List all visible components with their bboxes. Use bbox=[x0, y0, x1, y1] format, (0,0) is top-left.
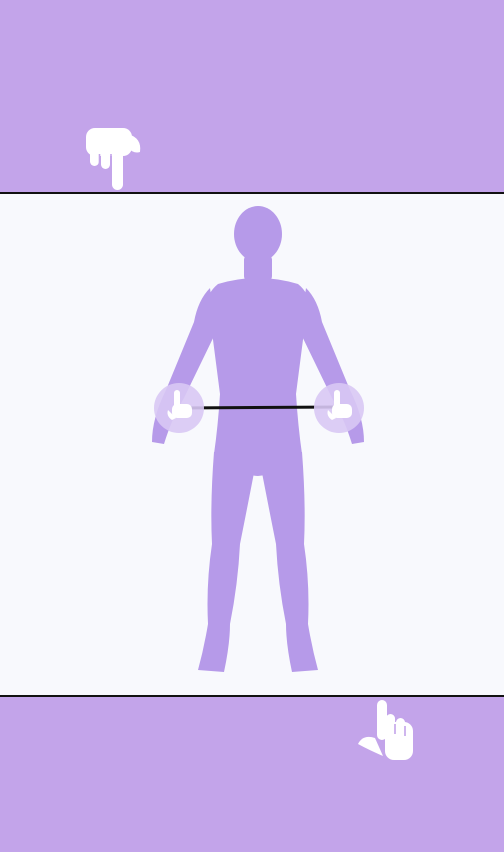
tap-hand-icon bbox=[327, 390, 352, 420]
body-silhouette bbox=[152, 206, 364, 672]
right-measure-handle[interactable] bbox=[314, 383, 364, 433]
pointing-up-hand-icon bbox=[358, 700, 413, 760]
bottom-swipe-area[interactable] bbox=[0, 697, 504, 852]
left-measure-handle[interactable] bbox=[154, 383, 204, 433]
tap-hand-icon bbox=[167, 390, 192, 420]
waist-measure-line bbox=[179, 405, 341, 410]
top-swipe-area[interactable] bbox=[0, 0, 504, 192]
pointing-down-hand-icon bbox=[86, 128, 141, 190]
